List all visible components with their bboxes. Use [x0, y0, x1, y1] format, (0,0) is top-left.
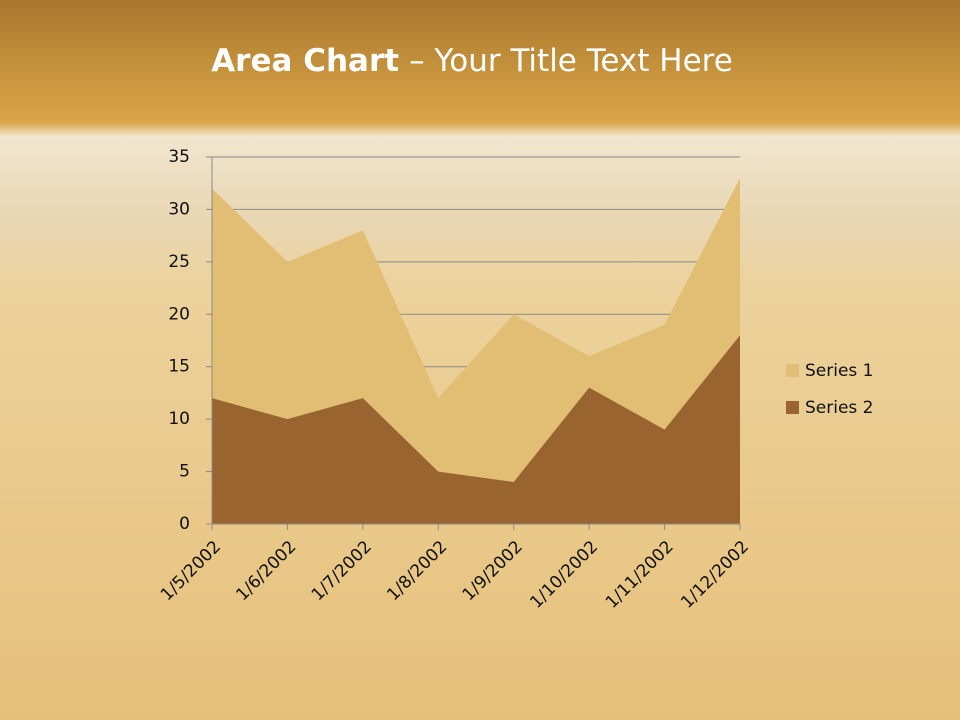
y-tick-label: 30 [168, 199, 190, 219]
title-bold: Area Chart [211, 43, 399, 79]
legend-swatch [786, 401, 799, 414]
y-tick-label: 35 [168, 147, 190, 167]
y-tick-label: 25 [168, 252, 190, 272]
y-tick-label: 10 [168, 409, 190, 429]
chart-title: Area Chart – Your Title Text Here [211, 43, 733, 79]
legend-label: Series 1 [805, 361, 874, 381]
y-tick-label: 15 [168, 357, 190, 377]
legend-label: Series 2 [805, 398, 874, 418]
area [212, 335, 740, 524]
title-rest: – Your Title Text Here [409, 43, 733, 79]
legend-swatch [786, 364, 799, 377]
y-tick-label: 20 [168, 304, 190, 324]
y-tick-label: 0 [179, 514, 190, 534]
y-tick-label: 5 [179, 462, 190, 482]
